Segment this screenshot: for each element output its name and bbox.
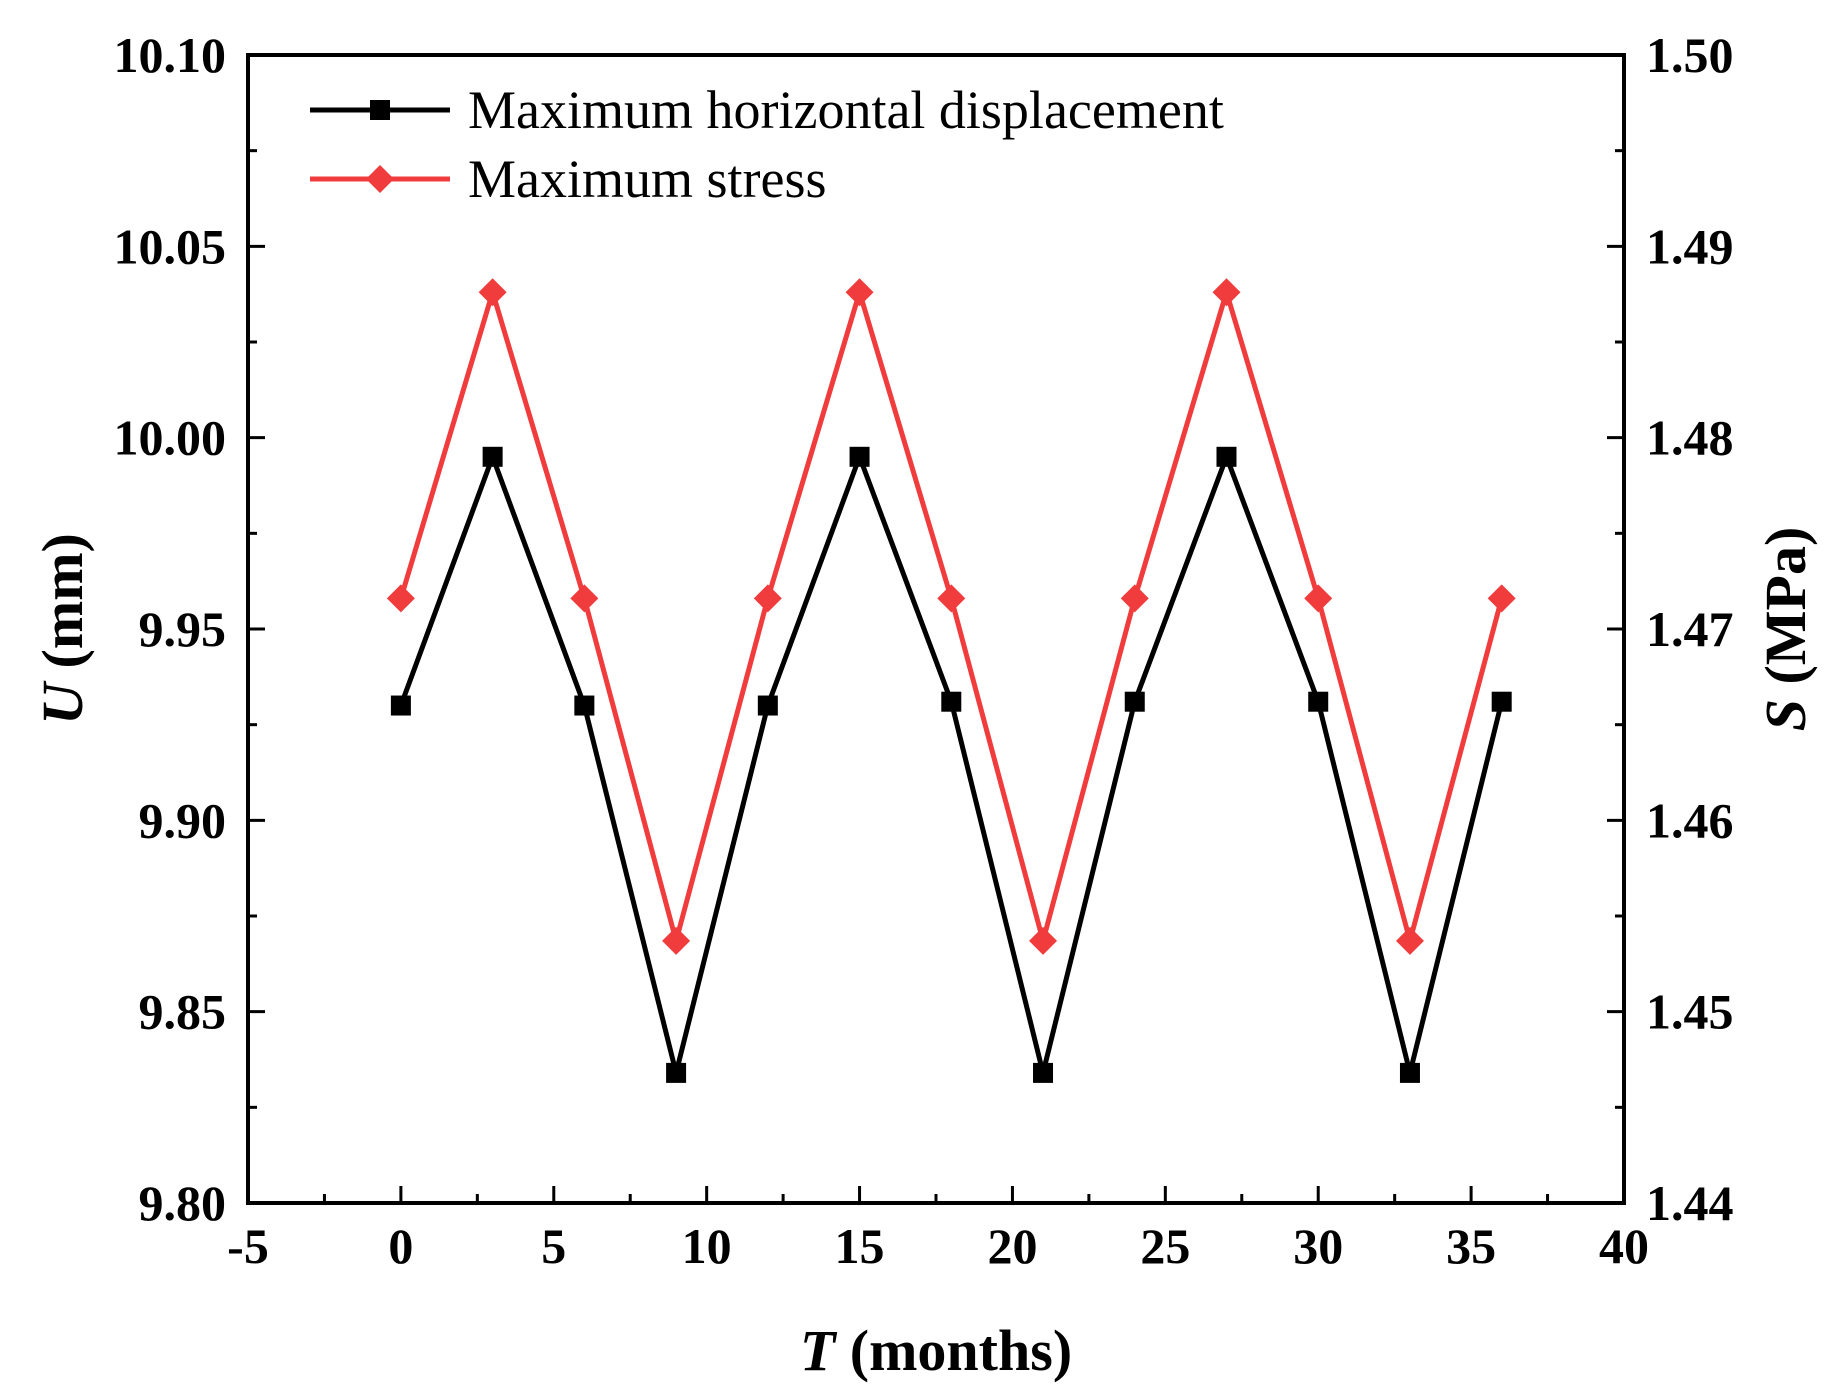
y-left-tick-label: 9.90 <box>139 792 227 848</box>
series-1 <box>390 446 1512 1083</box>
x-axis-label: T (months) <box>800 1318 1072 1383</box>
y-left-tick-label: 10.00 <box>114 410 227 466</box>
plot-frame <box>246 53 1626 1205</box>
data-point-diamond <box>386 584 415 613</box>
data-point-square <box>1491 691 1512 712</box>
data-point-square <box>574 695 595 716</box>
x-tick-label: 0 <box>388 1218 413 1274</box>
y-axis-label-right: S (MPa) <box>1753 527 1818 732</box>
y-right-tick-label: 1.45 <box>1646 984 1734 1040</box>
y-left-tick-label: 10.05 <box>114 218 227 274</box>
legend-entry: Maximum horizontal displacement <box>310 80 1224 140</box>
series-line <box>398 283 1505 951</box>
data-point-square <box>1308 691 1329 712</box>
data-point-diamond <box>753 584 782 613</box>
legend-label: Maximum stress <box>468 149 827 209</box>
x-tick-label: 25 <box>1140 1218 1190 1274</box>
ticks-layer: -5 0 5 10 15 20 25 30 35 40 9.80 9.85 9.90 9.95 10.00 1… <box>114 27 1734 1274</box>
data-point-square <box>1124 691 1145 712</box>
y-right-tick-label: 1.46 <box>1646 792 1734 848</box>
x-tick-label: 30 <box>1293 1218 1343 1274</box>
data-point-diamond <box>937 584 966 613</box>
y-right-tick-label: 1.50 <box>1646 27 1734 83</box>
y-right-tick-label: 1.49 <box>1646 218 1734 274</box>
y-left-tick-label: 9.95 <box>139 601 227 657</box>
data-point-diamond <box>845 278 874 307</box>
data-point-diamond <box>1029 926 1058 955</box>
data-point-square <box>666 1062 687 1083</box>
data-point-diamond <box>1304 584 1333 613</box>
data-point-square <box>390 695 411 716</box>
data-point-square <box>1216 446 1237 467</box>
data-point-diamond <box>662 926 691 955</box>
y-left-tick-label: 10.10 <box>114 27 227 83</box>
y-left-tick-label: 9.80 <box>139 1175 227 1231</box>
data-point-diamond <box>570 584 599 613</box>
data-point-square <box>1033 1062 1054 1083</box>
x-tick-label: 20 <box>987 1218 1037 1274</box>
legend-label: Maximum horizontal displacement <box>468 80 1224 140</box>
y-right-tick-label: 1.44 <box>1646 1175 1734 1231</box>
data-point-diamond <box>478 278 507 307</box>
y-left-tick-label: 9.85 <box>139 984 227 1040</box>
series-2 <box>386 278 1516 955</box>
x-tick-label: 40 <box>1599 1218 1649 1274</box>
legend-swatch-marker <box>370 100 390 120</box>
data-point-square <box>849 446 870 467</box>
y-right-tick-label: 1.48 <box>1646 410 1734 466</box>
legend-swatch-marker <box>366 165 394 193</box>
data-point-square <box>482 446 503 467</box>
series-layer <box>386 278 1516 1083</box>
data-point-diamond <box>1212 278 1241 307</box>
x-tick-label: 10 <box>682 1218 732 1274</box>
data-point-diamond <box>1395 926 1424 955</box>
y-right-tick-label: 1.47 <box>1646 601 1734 657</box>
legend: Maximum horizontal displacement Maximum s… <box>310 80 1224 209</box>
x-tick-label: 15 <box>835 1218 885 1274</box>
series-line <box>398 449 1505 1074</box>
x-tick-label: 5 <box>541 1218 566 1274</box>
x-tick-label: -5 <box>227 1218 269 1274</box>
data-point-square <box>757 695 778 716</box>
legend-entry: Maximum stress <box>310 149 827 209</box>
x-tick-label: 35 <box>1446 1218 1496 1274</box>
data-point-diamond <box>1487 584 1516 613</box>
data-point-square <box>1399 1062 1420 1083</box>
data-point-diamond <box>1120 584 1149 613</box>
data-point-square <box>941 691 962 712</box>
y-axis-label-left: U (mm) <box>30 533 95 725</box>
